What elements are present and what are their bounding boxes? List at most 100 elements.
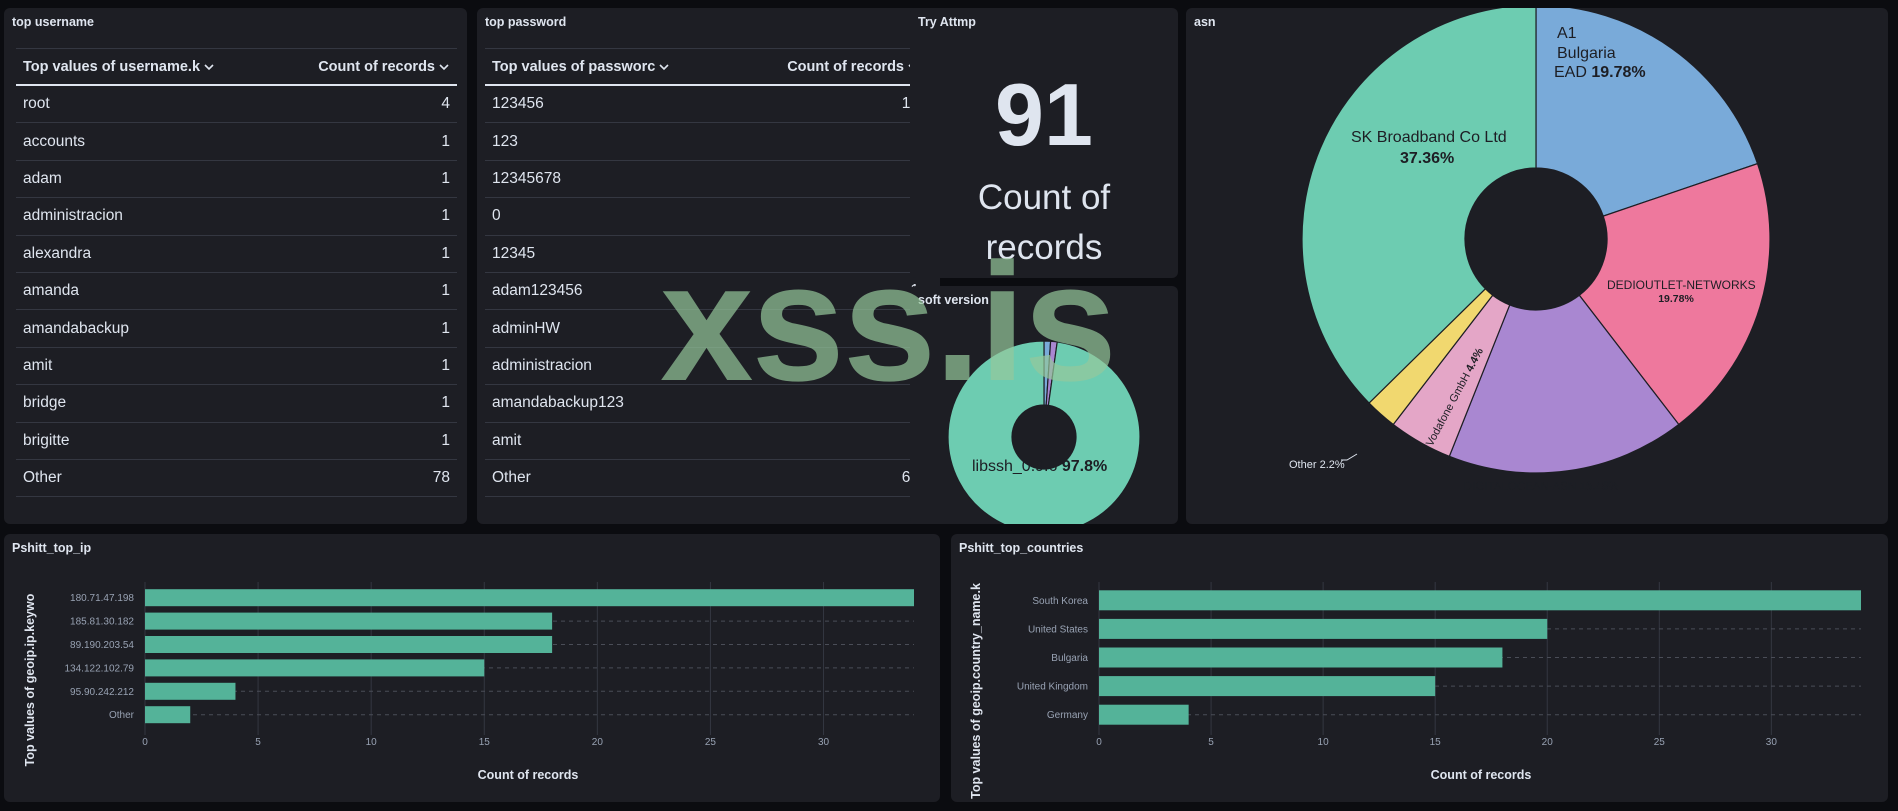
row-label: accounts [23,132,86,150]
bar[interactable] [1099,590,1861,611]
row-label: adam [23,169,62,187]
y-tick-label: 185.81.30.182 [70,617,134,628]
table-row[interactable]: 123456785 [485,161,926,199]
y-tick-label: Other [109,710,135,721]
table-row[interactable]: accounts 1 [16,123,457,161]
slice-label-do-name: DIGITALOCEAN-ASN [1464,481,1576,493]
row-label: 12345 [492,244,536,262]
column-header-password[interactable]: Top values of passworc [492,59,670,75]
table-row[interactable]: bridge 1 [16,385,457,423]
table-row[interactable]: alexandra 1 [16,236,457,273]
bar[interactable] [145,612,553,630]
password-table: Top values of passworc Count of records … [485,48,926,498]
slice-label-do-pct: 16.48% [1579,481,1618,493]
slice-label-other: Other 2.2% [1289,459,1345,471]
panel-title: asn [1194,15,1216,29]
pie-slice-a1-bulgaria[interactable] [1535,8,1759,217]
row-count: 1 [441,282,450,300]
column-header-count[interactable]: Count of records [318,59,450,75]
column-header-username[interactable]: Top values of username.k [23,59,215,75]
bar[interactable] [145,706,191,724]
table-row[interactable]: adam1234561 [485,273,926,311]
row-label: bridge [23,394,67,412]
column-header-label: Top values of passworc [492,58,656,75]
pie-slice-libssh[interactable] [947,340,1141,524]
table-row[interactable]: 01 [485,198,926,236]
table-row[interactable]: 123451 [485,236,926,273]
slice-label-other-name: Other [1289,459,1317,471]
y-tick-label: Germany [1047,710,1088,721]
bar[interactable] [1099,647,1503,668]
table-row[interactable]: amanda 1 [16,273,457,311]
bar[interactable] [1099,676,1436,697]
y-tick-label: 180.71.47.198 [70,593,134,604]
top-countries-panel: Pshitt_top_countries 0 5 10 15 20 25 30 South K… [951,534,1888,802]
row-label: 0 [492,207,501,225]
panel-title: top username [12,15,94,29]
slice-label-sk-pct: 37.36% [1400,150,1454,167]
table-row[interactable]: adminHW1 [485,310,926,348]
table-row[interactable]: brigitte 1 [16,423,457,460]
metric-label-line2: records [985,228,1103,267]
row-label: amit [23,356,53,374]
try-attempt-panel: Try Attmp 91 Count of records [910,8,1178,278]
x-axis-label: Count of records [1431,768,1532,782]
table-row[interactable]: amandabackup1231 [485,385,926,423]
row-label: amandabackup [23,319,129,337]
pie-slice-sk-broadband[interactable] [1301,8,1537,404]
slice-label: libssh_0.9.6 97.8% [972,458,1107,475]
bar[interactable] [145,636,553,653]
column-header-count[interactable]: Count of records [787,59,919,75]
row-count: 1 [441,394,450,412]
chevron-down-icon [659,64,669,70]
table-row[interactable]: amit 1 [16,348,457,386]
table-row[interactable]: Other 78 [16,460,457,498]
soft-version-panel: soft version libssh_0.9.6 97.8% [910,286,1178,524]
row-label: alexandra [23,244,92,262]
top-username-panel: top username Top values of username.k Co… [4,8,467,524]
table-row[interactable]: adam 1 [16,161,457,199]
pie-slice-digitalocean[interactable] [1448,294,1680,474]
x-tick-label: 20 [592,737,604,748]
table-row[interactable]: amandabackup 1 [16,310,457,348]
panel-title: Pshitt_top_ip [12,541,92,555]
row-label: 123456 [492,95,544,113]
x-tick-label: 30 [1766,737,1778,748]
y-tick-label: United States [1028,624,1088,635]
row-label: administracion [492,356,592,374]
pie-slice-dedioutlet[interactable] [1578,162,1771,426]
row-label: adam123456 [492,282,583,300]
table-row[interactable]: 1237 [485,123,926,161]
slice-label-a1-line2: Bulgaria [1557,45,1616,62]
slice-label-dedi-name: DEDIOUTLET-NETWORKS [1607,278,1756,292]
table-header: Top values of username.k Count of record… [16,48,457,86]
table-header: Top values of passworc Count of records [485,48,926,86]
x-tick-label: 25 [1654,737,1666,748]
y-tick-label: 95.90.242.212 [70,687,134,698]
table-row[interactable]: root 4 [16,86,457,124]
table-row[interactable]: 12345610 [485,86,926,124]
username-table: Top values of username.k Count of record… [16,48,457,498]
row-label: 123 [492,132,518,150]
bar[interactable] [1099,618,1548,639]
bar[interactable] [145,589,914,607]
row-label: 12345678 [492,169,561,187]
bar[interactable] [145,659,485,677]
y-tick-label: 89.190.203.54 [70,640,134,651]
top-password-panel: top password Top values of passworc Coun… [477,8,940,524]
row-label: root [23,95,50,113]
row-label: Other [492,469,531,487]
row-count: 1 [441,356,450,374]
y-tick-label: Bulgaria [1051,653,1088,664]
chevron-down-icon [204,64,214,70]
bar[interactable] [145,682,236,700]
table-row[interactable]: Other62 [485,460,926,498]
slice-label-do: DIGITALOCEAN-ASN 16.48% [1464,481,1618,493]
row-count: 1 [441,132,450,150]
x-tick-label: 5 [255,737,261,748]
chevron-down-icon [439,64,449,70]
bar[interactable] [1099,704,1189,725]
